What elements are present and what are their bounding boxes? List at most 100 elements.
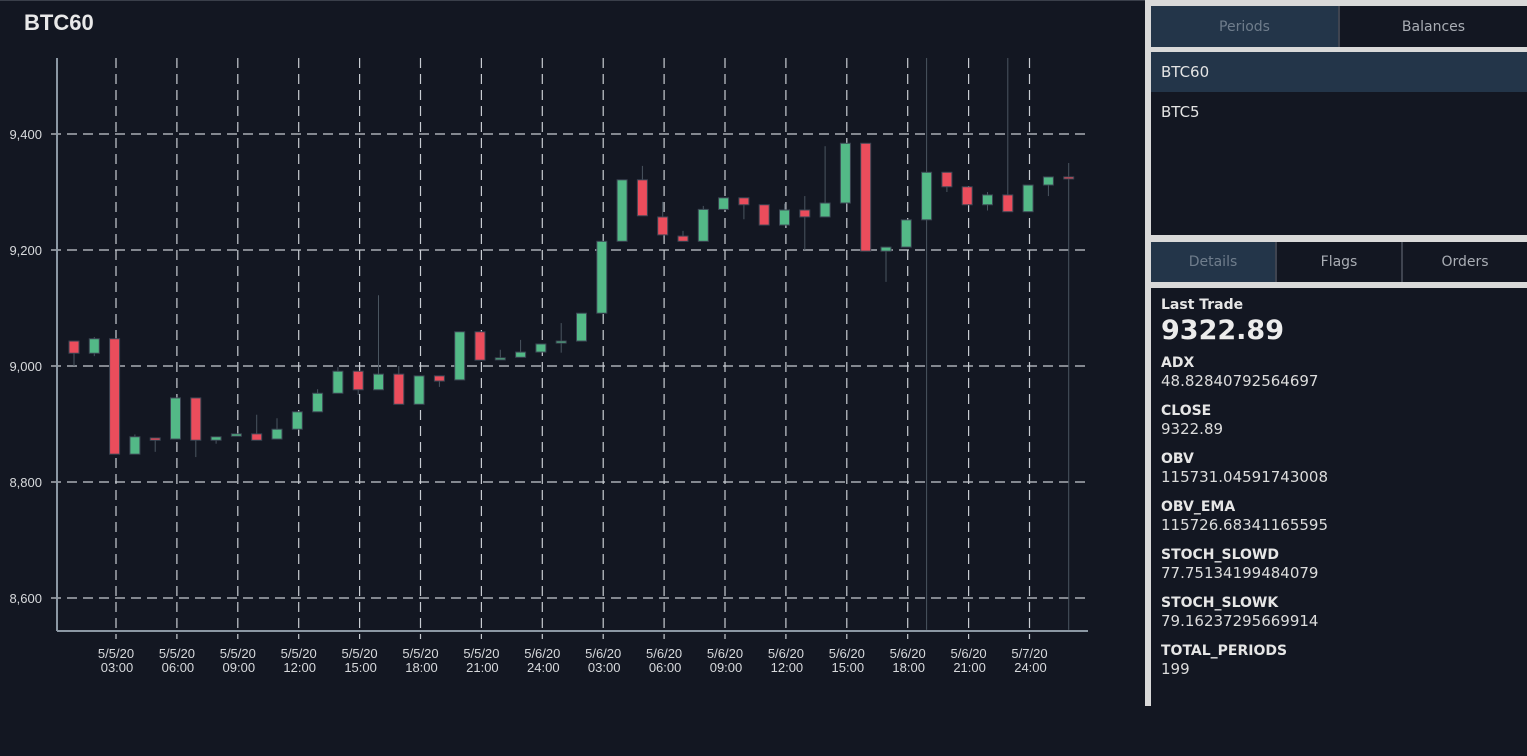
x-tick-time: 18:00	[892, 660, 925, 675]
x-tick-time: 15:00	[344, 660, 377, 675]
detail-value-stoch-slowk: 79.16237295669914	[1161, 612, 1319, 630]
top-border	[0, 0, 1145, 1]
x-tick-date: 5/5/20	[463, 646, 499, 661]
candle-down	[799, 209, 811, 218]
candle-up	[454, 331, 466, 381]
x-tick-time: 21:00	[953, 660, 986, 675]
detail-label-total-periods: TOTAL_PERIODS	[1161, 643, 1288, 659]
candle-down	[190, 397, 202, 441]
candle-down	[1002, 194, 1014, 213]
x-tick-date: 5/7/20	[1011, 646, 1047, 661]
candle-up	[88, 338, 100, 354]
candle-down	[251, 433, 263, 441]
x-tick-date: 5/5/20	[220, 646, 256, 661]
candle-down	[433, 375, 445, 382]
candle-up	[1022, 184, 1034, 213]
candle-up	[413, 375, 425, 405]
y-tick-label: 8,800	[9, 475, 42, 490]
candle-down	[68, 340, 80, 354]
detail-tabs: Details Flags Orders	[1151, 242, 1527, 282]
candlestick-chart[interactable]: 8,6008,8009,0009,2009,4005/5/2003:005/5/…	[0, 0, 1100, 700]
detail-value-stoch-slowd: 77.75134199484079	[1161, 564, 1319, 582]
candle-up	[779, 209, 790, 226]
detail-value-obv: 115731.04591743008	[1161, 468, 1329, 486]
candle-up	[170, 397, 181, 440]
x-tick-date: 5/6/20	[829, 646, 865, 661]
y-tick-label: 9,000	[9, 359, 42, 374]
detail-label-stoch-slowd: STOCH_SLOWD	[1161, 547, 1279, 563]
x-tick-date: 5/5/20	[281, 646, 317, 661]
detail-value-total-periods: 199	[1161, 660, 1190, 678]
candle-up	[880, 246, 892, 252]
detail-fields: ADX 48.82840792564697 CLOSE 9322.89 OBV 11573…	[1161, 354, 1517, 678]
candle-up	[697, 208, 709, 242]
tab-periods[interactable]: Periods	[1151, 6, 1340, 47]
x-tick-date: 5/6/20	[890, 646, 926, 661]
candle-down	[657, 216, 669, 236]
candle-up	[271, 428, 283, 440]
detail-value-obv-ema: 115726.68341165595	[1161, 516, 1329, 534]
x-tick-date: 5/5/20	[98, 646, 134, 661]
candle-down	[474, 331, 486, 361]
candle-down	[941, 171, 953, 188]
detail-label-adx: ADX	[1161, 355, 1195, 371]
candle-up	[129, 436, 141, 455]
candle-up	[555, 340, 567, 344]
tab-orders[interactable]: Orders	[1403, 242, 1527, 282]
x-tick-time: 12:00	[771, 660, 804, 675]
candle-up	[515, 351, 527, 358]
candle-down	[738, 197, 750, 206]
last-trade-label: Last Trade	[1161, 297, 1244, 313]
x-tick-time: 06:00	[649, 660, 682, 675]
details-panel: Last Trade 9322.89 ADX 48.82840792564697 C…	[1151, 288, 1527, 706]
detail-label-obv: OBV	[1161, 451, 1194, 467]
candle-up	[312, 392, 324, 413]
candle-down	[352, 370, 364, 391]
candle-down	[961, 186, 973, 206]
x-tick-time: 03:00	[101, 660, 134, 675]
x-tick-date: 5/6/20	[646, 646, 682, 661]
candle-up	[982, 194, 993, 206]
periods-list: BTC60 BTC5	[1151, 52, 1527, 235]
x-tick-date: 5/5/20	[159, 646, 195, 661]
candle-down	[149, 437, 161, 441]
x-tick-time: 09:00	[710, 660, 743, 675]
tab-details[interactable]: Details	[1151, 242, 1277, 282]
x-tick-time: 21:00	[466, 660, 499, 675]
candle-up	[291, 411, 303, 430]
chart-title: BTC60	[24, 10, 94, 35]
candle-up	[718, 197, 730, 210]
tab-balances[interactable]: Balances	[1340, 6, 1527, 47]
candle-down	[1063, 176, 1075, 180]
candle-up	[819, 202, 831, 218]
candle-up	[373, 373, 384, 391]
x-tick-date: 5/5/20	[402, 646, 438, 661]
period-item-btc5[interactable]: BTC5	[1161, 103, 1200, 121]
x-tick-date: 5/6/20	[707, 646, 743, 661]
x-tick-date: 5/6/20	[524, 646, 560, 661]
candle-up	[900, 219, 912, 248]
candle-up	[210, 436, 222, 441]
candle-up	[535, 343, 547, 353]
x-tick-time: 06:00	[162, 660, 195, 675]
detail-label-close: CLOSE	[1161, 403, 1212, 419]
y-tick-label: 9,400	[9, 127, 42, 142]
x-tick-time: 15:00	[832, 660, 865, 675]
detail-value-adx: 48.82840792564697	[1161, 372, 1319, 390]
x-tick-date: 5/5/20	[342, 646, 378, 661]
x-tick-time: 24:00	[1014, 660, 1047, 675]
x-tick-date: 5/6/20	[951, 646, 987, 661]
period-item-btc60[interactable]: BTC60	[1151, 52, 1527, 92]
x-tick-date: 5/6/20	[768, 646, 804, 661]
candle-up	[616, 179, 628, 242]
last-trade-value: 9322.89	[1161, 315, 1284, 346]
detail-value-close: 9322.89	[1161, 420, 1224, 438]
candle-up	[839, 142, 851, 204]
candle-up	[921, 171, 933, 221]
tab-flags[interactable]: Flags	[1277, 242, 1403, 282]
x-tick-time: 24:00	[527, 660, 560, 675]
y-tick-label: 8,600	[9, 591, 42, 606]
candle-down	[677, 235, 689, 242]
candle-down	[758, 204, 770, 226]
x-tick-time: 12:00	[283, 660, 316, 675]
